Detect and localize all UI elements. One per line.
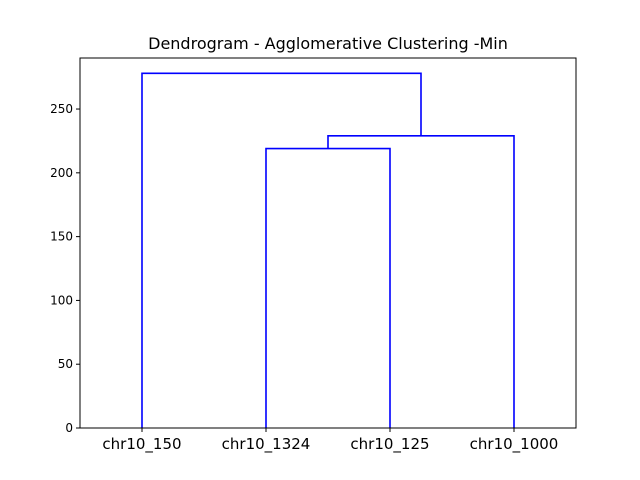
x-axis: chr10_150 chr10_1324 chr10_125 chr10_1000 — [102, 428, 558, 454]
dendrogram-link — [265, 147, 391, 428]
x-tick-label: chr10_150 — [102, 435, 181, 454]
y-tick-label: 0 — [65, 421, 73, 435]
y-axis: 0 50 100 150 200 250 — [50, 102, 80, 435]
x-tick-label: chr10_1324 — [222, 435, 311, 454]
chart-title: Dendrogram - Agglomerative Clustering -M… — [148, 34, 508, 53]
plot-frame — [79, 57, 577, 429]
y-tick-label: 50 — [58, 357, 73, 371]
dendrogram-link — [141, 72, 422, 428]
y-tick-label: 250 — [50, 102, 73, 116]
y-tick-label: 100 — [50, 293, 73, 307]
y-tick-label: 150 — [50, 230, 73, 244]
dendrogram-links — [141, 72, 515, 428]
x-tick-label: chr10_125 — [350, 435, 429, 454]
dendrogram-link — [327, 135, 515, 428]
x-tick-label: chr10_1000 — [470, 435, 559, 454]
y-tick-label: 200 — [50, 166, 73, 180]
